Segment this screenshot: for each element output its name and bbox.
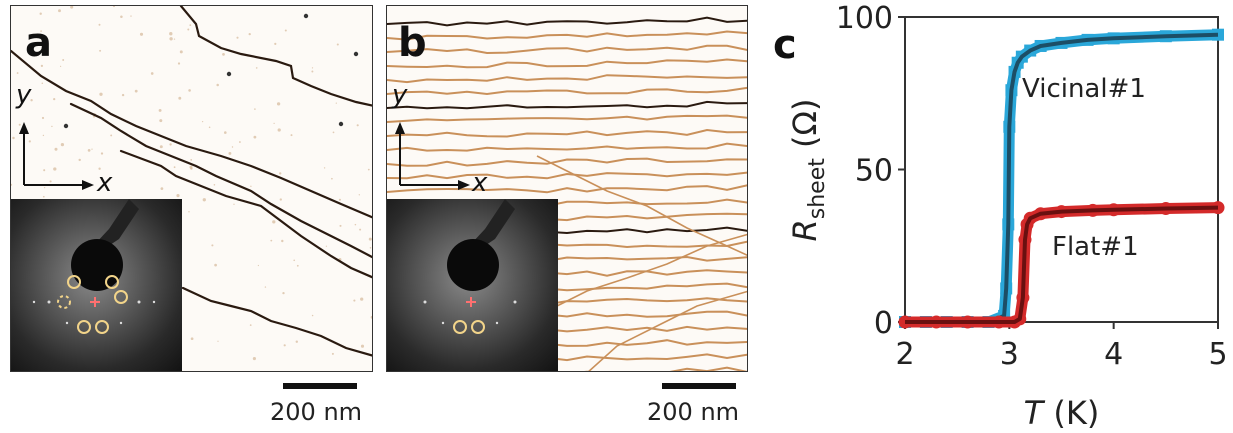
- step-edge: [179, 6, 372, 107]
- step-edge: [387, 74, 747, 84]
- panel-c: c 2 3 4 5 0 50 100 T (K) Rsheet (Ω) Vicinal#1 Flat…: [760, 0, 1233, 433]
- scale-bar-b: [662, 383, 736, 389]
- step-edge: [387, 44, 747, 55]
- step-edge: [387, 128, 747, 138]
- x-tick-label: 3: [1000, 337, 1019, 372]
- scale-text-b: 200 nm: [647, 398, 740, 426]
- series-band: [899, 202, 1224, 328]
- y-axis-label: Rsheet (Ω): [786, 99, 830, 242]
- step-edge: [181, 286, 372, 357]
- diffraction-spots: [32, 300, 156, 325]
- axis-arrows-a: [19, 122, 94, 190]
- data-point: [1212, 28, 1224, 41]
- panel-label-b: b: [398, 20, 427, 66]
- step-edges-b: [387, 16, 747, 371]
- x-tick-label: 5: [1208, 337, 1227, 372]
- panel-label-c: c: [773, 22, 797, 68]
- scale-text-a: 200 nm: [270, 398, 363, 426]
- axis-label-x-b: x: [472, 168, 488, 198]
- y-tick-label: 100: [836, 1, 893, 36]
- step-edge: [387, 100, 747, 110]
- beam-stop: [71, 239, 123, 291]
- panel-a: a y x 200 nm: [0, 0, 380, 433]
- step-edge: [69, 102, 372, 259]
- panel-b: b y x 200 nm: [380, 0, 760, 433]
- diffraction-spots: [423, 300, 517, 325]
- fit-line: [905, 205, 1219, 324]
- step-edge: [387, 86, 747, 96]
- y-tick-label: 50: [855, 154, 893, 189]
- series-label: Vicinal#1: [1022, 74, 1146, 104]
- axis-arrows-b: [395, 122, 470, 190]
- step-edge: [387, 114, 747, 123]
- spot-circles: [57, 275, 128, 334]
- step-edge: [387, 184, 747, 194]
- panel-label-a: a: [25, 20, 52, 66]
- step-edge: [387, 16, 747, 27]
- step-edge: [119, 149, 372, 279]
- step-edge-diagonal: [556, 233, 747, 307]
- step-edge: [11, 49, 372, 219]
- beam-stop: [447, 239, 499, 291]
- y-tick-label: 0: [874, 306, 893, 341]
- step-edge: [481, 366, 747, 371]
- x-tick-label: 4: [1104, 337, 1123, 372]
- spot-circles: [453, 320, 485, 334]
- stm-image-a: [10, 5, 373, 372]
- x-axis-label: T (K): [1024, 394, 1100, 432]
- stm-image-b: [386, 5, 748, 372]
- center-cross: [466, 297, 476, 307]
- plot-frame: [904, 16, 1219, 323]
- step-edge: [387, 157, 747, 167]
- step-edge: [387, 142, 747, 152]
- axis-label-y-b: y: [392, 80, 408, 110]
- step-edge: [387, 30, 747, 41]
- scale-bar-a: [283, 383, 357, 389]
- x-tick-label: 2: [895, 337, 914, 372]
- step-edge-diagonal: [588, 290, 747, 371]
- step-edge: [387, 171, 747, 180]
- center-cross: [90, 297, 100, 307]
- axis-label-x-a: x: [97, 168, 113, 198]
- axis-label-y-a: y: [16, 80, 32, 110]
- series-label: Flat#1: [1052, 232, 1139, 262]
- leed-inset-b: [387, 199, 558, 371]
- step-edge: [387, 58, 747, 69]
- leed-inset-a: [11, 199, 182, 371]
- step-edge-diagonal: [536, 155, 747, 256]
